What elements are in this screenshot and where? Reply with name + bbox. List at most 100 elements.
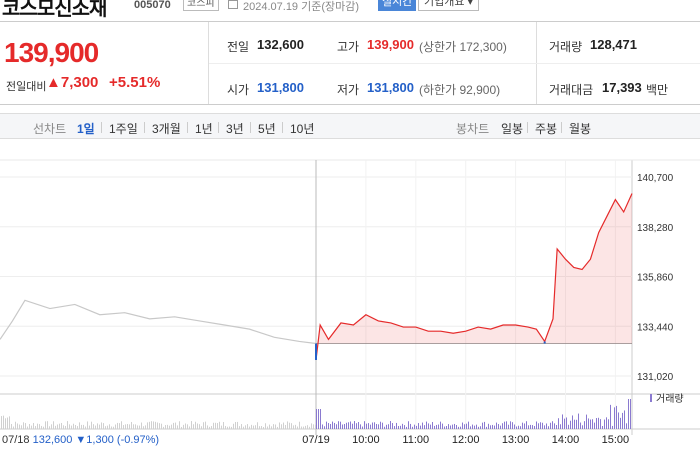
volume-bar — [340, 421, 341, 429]
volume-bar-prev — [165, 425, 166, 429]
volume-bar-prev — [95, 425, 96, 429]
volume-bar — [402, 423, 403, 429]
volume-bar-prev — [25, 423, 26, 429]
volume-bar — [480, 426, 481, 429]
period-3y[interactable]: 3년 — [226, 122, 244, 136]
volume-bar — [614, 407, 615, 429]
lower-limit: (하한가 92,900) — [419, 83, 501, 97]
separator — [144, 122, 145, 133]
separator — [187, 122, 188, 133]
volume-bar — [396, 422, 397, 429]
volume-bar-prev — [63, 425, 64, 429]
volume-bar-prev — [179, 421, 180, 429]
prev-close-label: 전일 — [227, 40, 250, 54]
volume-bar — [470, 426, 471, 429]
volume-bar-prev — [73, 423, 74, 429]
volume-bar-prev — [51, 424, 52, 429]
volume-bar — [316, 409, 317, 429]
volume-bar — [326, 421, 327, 429]
volume-bar — [504, 421, 505, 429]
volume-bar — [540, 422, 541, 429]
volume-bar — [338, 421, 339, 429]
volume-bar — [600, 419, 601, 429]
volume-bar-prev — [113, 426, 114, 429]
volume-bar-prev — [197, 423, 198, 429]
volume-bar-prev — [19, 424, 20, 429]
period-5y[interactable]: 5년 — [258, 122, 276, 136]
volume-bar — [472, 424, 473, 429]
company-info-button[interactable]: 기업개요 ▾ — [418, 0, 480, 11]
period-1d[interactable]: 1일 — [77, 122, 95, 136]
volume-bar-prev — [81, 424, 82, 429]
volume-bar — [408, 421, 409, 429]
line-chart-toggle[interactable]: 선차트 — [33, 122, 67, 136]
volume-bar-prev — [83, 424, 84, 429]
period-10y[interactable]: 10년 — [290, 122, 315, 136]
volume-bar — [362, 426, 363, 429]
volume-bar — [526, 421, 527, 429]
volume-bar — [616, 405, 617, 429]
volume-value: 128,471 — [590, 37, 637, 52]
volume-bar — [374, 422, 375, 429]
volume-bar — [466, 423, 467, 429]
volume-bar-prev — [199, 424, 200, 429]
volume-bar-prev — [239, 426, 240, 429]
volume-bar — [532, 425, 533, 429]
volume-bar-prev — [57, 424, 58, 429]
volume-bar-prev — [203, 422, 204, 429]
volume-bar-prev — [143, 426, 144, 429]
volume-bar-prev — [287, 421, 288, 429]
volume-bar — [518, 425, 519, 429]
candle-chart-toggle[interactable]: 봉차트 — [456, 122, 490, 136]
volume-bar — [552, 421, 553, 429]
volume-bar-prev — [31, 425, 32, 429]
candle-daily[interactable]: 일봉 — [501, 122, 524, 136]
volume-bar-prev — [49, 426, 50, 429]
volume-bar — [476, 424, 477, 429]
amount-label: 거래대금 — [549, 83, 594, 97]
volume-bar — [568, 424, 569, 429]
volume-bar — [576, 419, 577, 429]
volume-bar-prev — [191, 421, 192, 429]
high-value: 139,900 — [367, 37, 414, 52]
stock-header: 코스모신소재 005070 코스피 2024.07.19 기준(장마감) 실시간… — [0, 0, 700, 20]
current-price: 139,900 — [4, 37, 99, 68]
volume-bar — [524, 423, 525, 429]
volume-bar — [512, 422, 513, 429]
volume-bar-prev — [147, 422, 148, 429]
candle-weekly[interactable]: 주봉 — [535, 122, 558, 136]
volume-bar — [418, 423, 419, 429]
period-3m[interactable]: 3개월 — [152, 122, 181, 136]
volume-bar-prev — [187, 424, 188, 429]
period-1w[interactable]: 1주일 — [109, 122, 138, 136]
volume-bar — [384, 426, 385, 429]
volume-bar — [376, 423, 377, 429]
volume-bar-prev — [87, 421, 88, 429]
volume-bar-prev — [91, 421, 92, 429]
realtime-button[interactable]: 실시간 — [378, 0, 417, 11]
volume-bar — [474, 425, 475, 429]
volume-bar — [360, 424, 361, 429]
candle-monthly[interactable]: 월봉 — [569, 122, 592, 136]
volume-bar-prev — [21, 425, 22, 429]
volume-bar — [444, 426, 445, 429]
volume-bar-prev — [205, 421, 206, 429]
volume-bar — [580, 422, 581, 429]
volume-bar — [620, 417, 621, 429]
volume-bar-prev — [101, 422, 102, 429]
separator — [527, 122, 528, 133]
period-1y[interactable]: 1년 — [195, 122, 213, 136]
price-chart[interactable]: 140,700 138,280 135,860 133,440 131,020 07/19… — [0, 140, 700, 450]
volume-bar-prev — [295, 424, 296, 429]
volume-bar-prev — [43, 426, 44, 429]
volume-bar — [428, 423, 429, 429]
open-value: 131,800 — [257, 80, 304, 95]
volume-bar-prev — [15, 421, 16, 429]
volume-bar-prev — [163, 426, 164, 429]
market-badge: 코스피 — [183, 0, 219, 11]
volume-bar — [440, 421, 441, 429]
volume-bar — [438, 424, 439, 429]
volume-bar-prev — [241, 424, 242, 429]
separator — [218, 122, 219, 133]
volume-bar-prev — [61, 422, 62, 429]
